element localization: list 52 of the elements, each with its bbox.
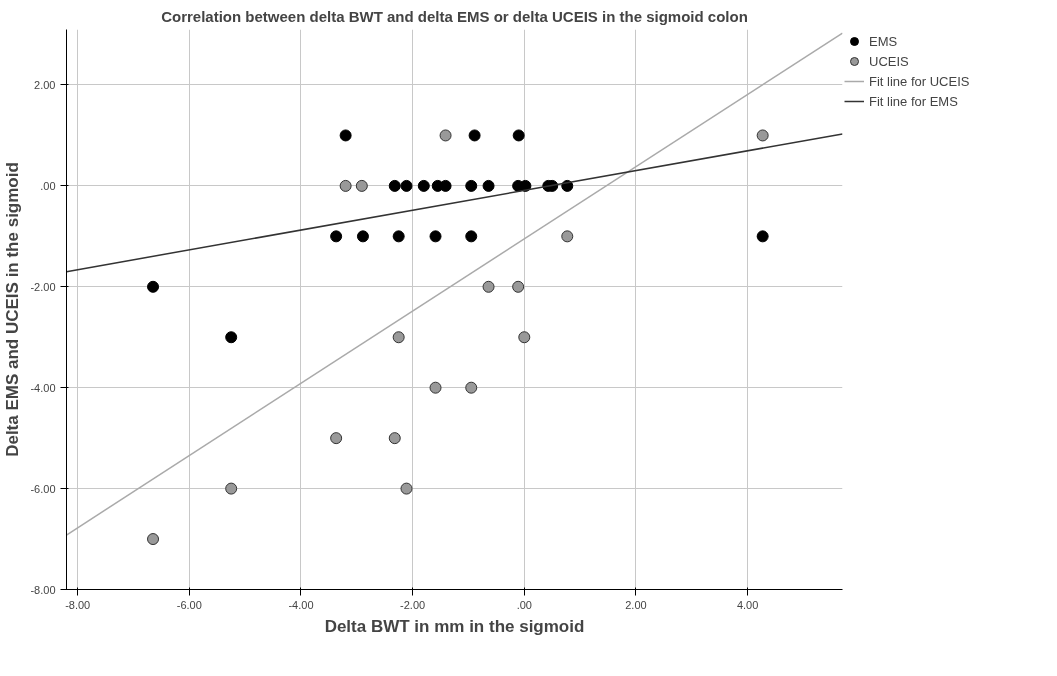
x-tick-label: -6.00 xyxy=(176,598,202,611)
point xyxy=(339,129,352,142)
point xyxy=(400,482,413,495)
point xyxy=(225,482,238,495)
y-tick-label: .00 xyxy=(40,179,56,192)
x-tick-label: -4.00 xyxy=(288,598,314,611)
point xyxy=(756,129,769,142)
point xyxy=(465,230,478,243)
x-tick-label: 4.00 xyxy=(736,598,759,611)
point xyxy=(465,381,478,394)
point xyxy=(330,432,343,445)
point xyxy=(518,331,531,344)
y-tick-label: -8.00 xyxy=(30,583,56,596)
point xyxy=(512,280,525,293)
legend-label: Fit line for EMS xyxy=(869,93,958,109)
point xyxy=(355,179,368,192)
point xyxy=(468,129,481,142)
x-tick-label: -8.00 xyxy=(65,598,91,611)
point xyxy=(392,331,405,344)
point xyxy=(388,179,401,192)
y-tick-label: 2.00 xyxy=(34,79,56,91)
point xyxy=(330,230,343,243)
point xyxy=(429,230,442,243)
legend-label: UCEIS xyxy=(869,53,909,69)
point xyxy=(225,331,238,344)
point xyxy=(439,129,452,142)
point xyxy=(561,230,574,243)
legend-label: Fit line for UCEIS xyxy=(869,73,970,89)
legend-label: EMS xyxy=(869,33,898,49)
point xyxy=(465,179,478,192)
point xyxy=(756,230,769,243)
y-tick-label: -6.00 xyxy=(30,482,56,495)
point xyxy=(147,280,160,293)
y-tick-label: -2.00 xyxy=(30,280,56,293)
point xyxy=(482,179,495,192)
point xyxy=(429,381,442,394)
point xyxy=(482,280,495,293)
point xyxy=(339,179,352,192)
point xyxy=(392,230,405,243)
point xyxy=(512,129,525,142)
point xyxy=(400,179,413,192)
chart-title: Correlation between delta BWT and delta EMS or delta UCEIS in the sigmoid colon xyxy=(161,7,748,25)
point xyxy=(147,533,160,546)
x-tick-label: .00 xyxy=(516,598,532,611)
x-axis-title: Delta BWT in mm in the sigmoid xyxy=(324,616,585,636)
point xyxy=(356,230,369,243)
y-axis-title: Delta EMS and UCEIS in the sigmoid xyxy=(3,162,23,457)
point xyxy=(388,432,401,445)
x-tick-label: -2.00 xyxy=(400,598,426,611)
x-tick-label: 2.00 xyxy=(625,598,647,611)
y-tick-label: -4.00 xyxy=(30,381,56,394)
point xyxy=(417,179,430,192)
